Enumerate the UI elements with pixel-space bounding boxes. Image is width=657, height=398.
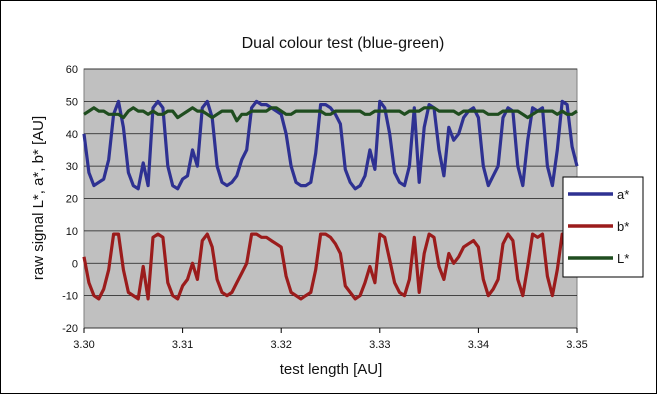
series-line-2 xyxy=(83,106,578,123)
legend: a* b* L* xyxy=(562,176,644,278)
x-tick-labels: 3.30 3.31 3.32 3.33 3.34 3.35 xyxy=(73,328,588,351)
y-tick-label: 30 xyxy=(66,161,78,173)
x-tick-label: 3.32 xyxy=(270,339,291,351)
x-tick-label: 3.31 xyxy=(172,339,193,351)
y-tick-label: 60 xyxy=(66,64,78,76)
y-tick-labels: 60 50 40 30 20 10 0 -10 -20 xyxy=(62,64,78,335)
legend-label-0: a* xyxy=(617,187,629,202)
y-tick-label: 50 xyxy=(66,96,78,108)
y-tick-label: 40 xyxy=(66,129,78,141)
y-axis-label: raw signal L*, a*, b* [AU] xyxy=(30,116,47,280)
gridlines xyxy=(84,68,577,329)
series-line-0 xyxy=(82,99,579,191)
legend-items: a* b* L* xyxy=(568,187,629,266)
y-tick-label: -10 xyxy=(62,291,78,303)
x-tick-label: 3.34 xyxy=(468,339,489,351)
x-tick-label: 3.33 xyxy=(369,339,390,351)
chart-title: Dual colour test (blue-green) xyxy=(242,35,445,52)
legend-label-1: b* xyxy=(617,219,629,234)
series-lines xyxy=(82,99,579,301)
x-tick-label: 3.35 xyxy=(566,339,587,351)
x-axis-label: test length [AU] xyxy=(280,361,383,378)
y-tick-label: -20 xyxy=(62,323,78,335)
y-tick-label: 0 xyxy=(72,258,78,270)
legend-label-2: L* xyxy=(617,251,629,266)
y-tick-label: 20 xyxy=(66,194,78,206)
x-tick-label: 3.30 xyxy=(73,339,94,351)
series-line-1 xyxy=(82,232,579,301)
y-tick-label: 10 xyxy=(66,226,78,238)
